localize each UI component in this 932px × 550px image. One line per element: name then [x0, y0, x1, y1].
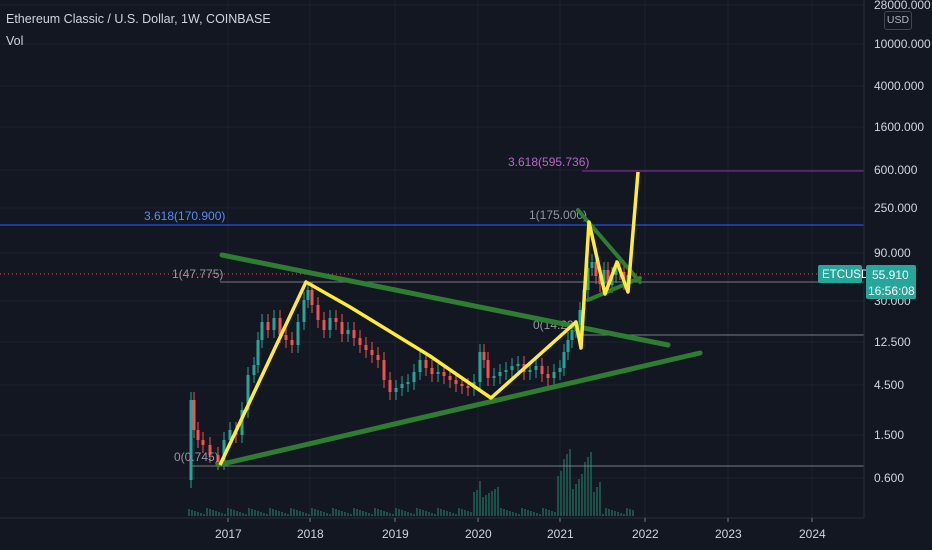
price-tick-label: 28000.000 [874, 0, 931, 12]
price-tick-label: 0.600 [874, 471, 904, 485]
current-price-box [866, 265, 916, 299]
price-tick-label: 1600.000 [874, 120, 924, 134]
time-tick-label: 2018 [297, 527, 324, 541]
price-tick-label: 1.500 [874, 428, 904, 442]
zigzag-pattern[interactable] [218, 171, 640, 466]
lower-trendline[interactable] [215, 350, 703, 468]
price-tick-label: 10000.000 [874, 37, 931, 51]
time-axis: 2017 2018 2019 2020 2021 2022 2023 2024 [215, 518, 826, 541]
fib-label-47: 1(47.775) [172, 267, 223, 281]
wedge-lower-trendline[interactable] [586, 276, 642, 302]
time-axis-panel[interactable] [0, 518, 932, 550]
time-tick-label: 2017 [215, 527, 242, 541]
price-axis: 28000.000 10000.000 4000.000 1600.000 600.00… [874, 0, 931, 485]
price-tick-label: 4000.000 [874, 79, 924, 93]
price-tick-label: 4.500 [874, 378, 904, 392]
time-tick-label: 2023 [715, 527, 742, 541]
volume-bars [188, 449, 634, 516]
current-price-value: 55.910 [872, 268, 909, 282]
symbol-label: ETCUSD [822, 269, 869, 281]
time-tick-label: 2019 [382, 527, 409, 541]
chart-grid [0, 0, 864, 518]
time-tick-label: 2024 [799, 527, 826, 541]
price-axis-panel[interactable] [864, 0, 932, 518]
time-tick-label: 2020 [465, 527, 492, 541]
time-tick-label: 2021 [547, 527, 574, 541]
upper-trendline[interactable] [219, 252, 671, 348]
fib-label-170: 3.618(170.900) [144, 209, 225, 223]
price-tick-label: 250.000 [874, 201, 918, 215]
fib-label-595: 3.618(595.736) [508, 155, 589, 169]
price-tick-label: 90.000 [874, 246, 911, 260]
price-tick-label: 12.500 [874, 335, 911, 349]
chart-title: Ethereum Classic / U.S. Dollar, 1W, COIN… [6, 12, 271, 26]
fib-label-0745: 0(0.745) [174, 450, 219, 464]
price-tick-label: 600.000 [874, 163, 918, 177]
fib-label-175: 1(175.000) [529, 208, 587, 222]
time-tick-label: 2022 [632, 527, 659, 541]
volume-indicator-label[interactable]: Vol [6, 34, 24, 48]
symbol-label-box [818, 265, 862, 283]
bar-countdown: 16:56:08 [868, 284, 915, 298]
candlesticks [189, 254, 630, 488]
currency-button[interactable]: USD [884, 11, 912, 30]
